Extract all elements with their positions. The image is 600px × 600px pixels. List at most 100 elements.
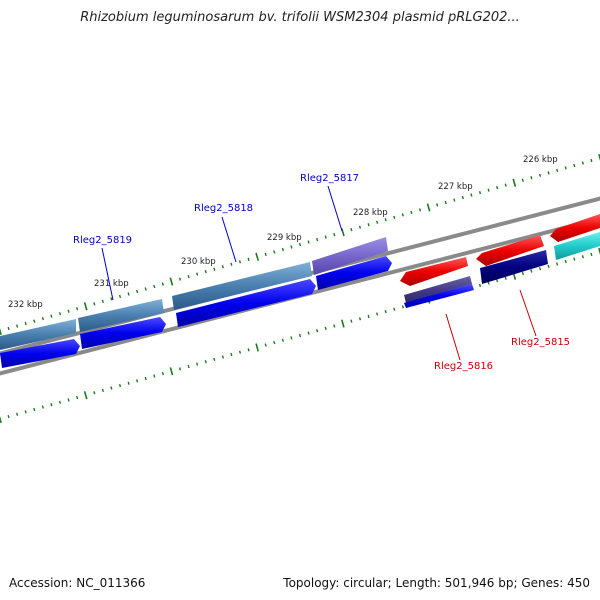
inner-ring-tick bbox=[153, 374, 156, 378]
outer-ring-tick bbox=[581, 161, 584, 165]
outer-ring-tick bbox=[41, 316, 44, 321]
gene-feature-5814-gene[interactable] bbox=[550, 214, 600, 242]
outer-ring-tick bbox=[169, 277, 174, 286]
outer-ring-tick bbox=[290, 245, 293, 249]
inner-ring-tick bbox=[67, 398, 70, 402]
map-title: Rhizobium leguminosarum bv. trifolii WSM… bbox=[80, 10, 520, 25]
inner-ring-tick bbox=[255, 343, 259, 352]
gene-label-5819[interactable]: Rleg2_5819 bbox=[73, 235, 132, 246]
inner-ring-tick bbox=[581, 255, 584, 259]
inner-ring-tick bbox=[290, 336, 293, 340]
outer-ring-tick bbox=[24, 321, 27, 326]
inner-ring-tick bbox=[521, 271, 524, 276]
cds-feature-5814[interactable] bbox=[554, 232, 600, 260]
leader-5816 bbox=[445, 313, 461, 361]
outer-ring-tick bbox=[401, 213, 404, 217]
gene-feature-5815-gene[interactable] bbox=[476, 235, 544, 266]
outer-ring-tick bbox=[538, 173, 542, 177]
outer-ring-tick bbox=[281, 247, 284, 252]
inner-ring-tick bbox=[487, 281, 490, 285]
inner-ring-tick bbox=[7, 415, 10, 419]
inner-ring-tick bbox=[324, 326, 327, 330]
inner-ring-tick bbox=[333, 324, 336, 328]
inner-ring-tick bbox=[178, 367, 182, 371]
outer-ring-tick bbox=[324, 235, 327, 239]
outer-ring-tick bbox=[504, 183, 507, 187]
outer-ring-tick bbox=[350, 228, 353, 232]
inner-ring-tick bbox=[307, 331, 310, 335]
outer-ring-tick bbox=[178, 277, 182, 281]
outer-ring-tick bbox=[238, 260, 242, 264]
ruler-label-231: 231 kbp bbox=[94, 279, 129, 289]
inner-ring-tick bbox=[547, 264, 550, 268]
inner-ring-tick bbox=[393, 307, 396, 311]
inner-ring-tick bbox=[564, 259, 567, 264]
inner-ring-tick bbox=[298, 333, 302, 338]
cds-feature-5816a[interactable] bbox=[404, 276, 472, 303]
cds-feature-5820[interactable] bbox=[0, 339, 80, 368]
gene-feature-5818-gene[interactable] bbox=[172, 262, 312, 310]
gene-label-5815[interactable]: Rleg2_5815 bbox=[511, 337, 570, 348]
inner-ring-tick bbox=[204, 360, 207, 364]
outer-ring-tick bbox=[418, 208, 422, 212]
outer-ring-tick bbox=[50, 314, 53, 318]
outer-ring-tick bbox=[264, 252, 267, 256]
inner-ring-tick bbox=[573, 257, 576, 261]
outer-ring-tick bbox=[118, 294, 122, 298]
cds-feature-5816b[interactable] bbox=[404, 284, 474, 308]
inner-ring-tick bbox=[367, 314, 370, 319]
gene-label-5816[interactable]: Rleg2_5816 bbox=[434, 361, 493, 372]
cds-feature-5817[interactable] bbox=[316, 256, 392, 290]
outer-tick-ring bbox=[0, 153, 600, 336]
inner-ring-tick bbox=[161, 372, 164, 376]
inner-ring-tick bbox=[127, 381, 130, 385]
outer-ring-tick bbox=[0, 328, 2, 336]
inner-ring-tick bbox=[530, 269, 533, 273]
outer-ring-tick bbox=[298, 242, 302, 247]
inner-ring-tick bbox=[83, 391, 88, 400]
outer-ring-tick bbox=[410, 210, 413, 214]
gene-label-5818[interactable]: Rleg2_5818 bbox=[194, 203, 253, 214]
outer-ring-tick bbox=[221, 265, 224, 269]
cds-feature-5819[interactable] bbox=[80, 317, 166, 349]
outer-ring-tick bbox=[58, 312, 62, 316]
gene-label-5817[interactable]: Rleg2_5817 bbox=[300, 173, 359, 184]
leader-5819 bbox=[101, 247, 114, 301]
outer-ring-tick bbox=[307, 240, 310, 244]
inner-ring-tick bbox=[169, 367, 174, 376]
outer-ring-tick bbox=[204, 270, 207, 274]
inner-ring-tick bbox=[93, 391, 96, 395]
outer-ring-tick bbox=[512, 178, 517, 187]
outer-ring-tick bbox=[530, 176, 533, 180]
gene-feature-5819b-gene[interactable] bbox=[78, 299, 164, 332]
inner-ring-tick bbox=[238, 350, 242, 354]
inner-ring-tick bbox=[264, 343, 267, 347]
inner-ring-tick bbox=[0, 416, 2, 424]
inner-ring-tick bbox=[401, 305, 404, 309]
inner-ring-tick bbox=[33, 407, 36, 412]
inner-ring-tick bbox=[350, 319, 353, 323]
ruler-label-226: 226 kbp bbox=[523, 155, 558, 165]
reverse-features bbox=[400, 214, 600, 308]
inner-ring-tick bbox=[24, 410, 27, 414]
inner-ring-tick bbox=[41, 405, 44, 409]
inner-ring-tick bbox=[144, 376, 147, 381]
inner-ring-tick bbox=[273, 341, 276, 345]
inner-ring-tick bbox=[590, 252, 593, 256]
outer-ring-tick bbox=[478, 191, 482, 195]
outer-ring-tick bbox=[136, 289, 139, 294]
gene-feature-5817-gene[interactable] bbox=[312, 237, 388, 275]
gene-labels: Rleg2_5819 Rleg2_5818 Rleg2_5817 Rleg2_5… bbox=[73, 173, 570, 372]
outer-ring-tick bbox=[144, 287, 147, 291]
outer-ring-tick bbox=[187, 275, 190, 279]
inner-ring-tick bbox=[58, 400, 62, 404]
outer-ring-tick bbox=[333, 233, 336, 237]
cds-feature-5815[interactable] bbox=[480, 250, 548, 284]
inner-ring-tick bbox=[196, 362, 199, 366]
gene-feature-5816-gene[interactable] bbox=[400, 257, 468, 286]
cds-feature-5818[interactable] bbox=[176, 279, 316, 327]
ruler-label-230: 230 kbp bbox=[181, 257, 216, 267]
gene-feature-5819-gene[interactable] bbox=[0, 319, 76, 350]
outer-ring-tick bbox=[598, 153, 600, 161]
